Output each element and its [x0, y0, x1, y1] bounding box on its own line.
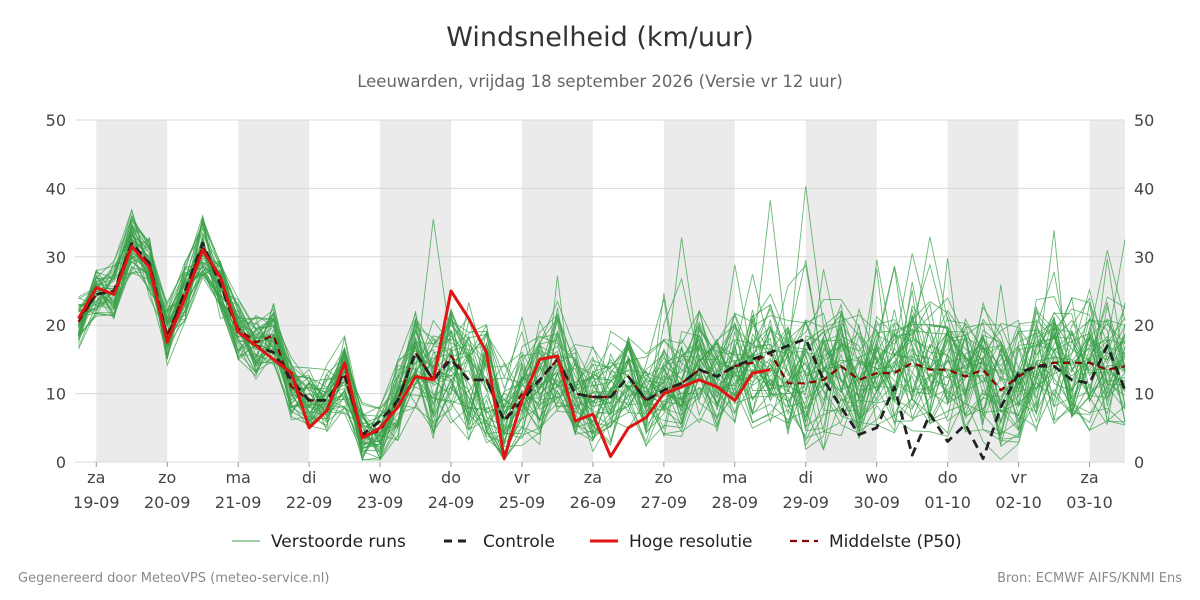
x-tick-day: za: [584, 468, 602, 487]
x-tick-date: 21-09: [215, 493, 262, 512]
footer-generator: Gegenereerd door MeteoVPS (meteo-service…: [18, 571, 330, 586]
x-tick-day: za: [1080, 468, 1098, 487]
weekend-band: [238, 120, 310, 462]
x-tick-date: 02-10: [995, 493, 1042, 512]
x-tick-date: 25-09: [499, 493, 546, 512]
high-res-line: [77, 245, 771, 461]
x-tick-date: 01-10: [924, 493, 971, 512]
x-tick-day: wo: [369, 468, 392, 487]
x-tick-date: 29-09: [782, 493, 829, 512]
x-tick-day: wo: [865, 468, 888, 487]
x-tick-date: 03-10: [1066, 493, 1113, 512]
x-tick-date: 23-09: [357, 493, 404, 512]
x-tick-day: do: [441, 468, 461, 487]
ensemble-member-line: [78, 224, 1126, 462]
x-tick-day: di: [798, 468, 813, 487]
legend-label: Verstoorde runs: [271, 532, 406, 552]
y-tick-label-left: 10: [46, 385, 66, 404]
ensemble-member-line: [78, 229, 1126, 454]
y-tick-label-left: 20: [46, 316, 66, 335]
ensemble-members: [78, 185, 1126, 462]
footer-source: Bron: ECMWF AIFS/KNMI Ens: [997, 571, 1182, 586]
x-tick-day: ma: [225, 468, 250, 487]
legend-label: Middelste (P50): [829, 532, 962, 552]
y-tick-label-left: 50: [46, 111, 66, 130]
y-tick-label-right: 10: [1134, 385, 1154, 404]
y-tick-label-right: 30: [1134, 248, 1154, 267]
x-tick-date: 30-09: [853, 493, 900, 512]
ensemble-member-line: [78, 254, 1126, 452]
legend-label: Controle: [483, 532, 555, 552]
x-tick-date: 24-09: [428, 493, 475, 512]
x-tick-day: vr: [1011, 468, 1027, 487]
y-tick-label-right: 0: [1134, 453, 1144, 472]
legend: Verstoorde runs Controle Hoge resolutie Mid…: [232, 532, 962, 552]
ensemble-member-line: [78, 234, 1126, 458]
y-tick-label-left: 30: [46, 248, 66, 267]
x-tick-date: 19-09: [73, 493, 120, 512]
x-tick-date: 26-09: [570, 493, 617, 512]
ensemble-member-line: [78, 230, 1126, 461]
chart-subtitle: Leeuwarden, vrijdag 18 september 2026 (V…: [357, 72, 843, 91]
x-tick-day: zo: [655, 468, 673, 487]
x-tick-date: 27-09: [641, 493, 688, 512]
x-tick-day: vr: [514, 468, 530, 487]
x-tick-day: di: [302, 468, 317, 487]
y-tick-label-right: 50: [1134, 111, 1154, 130]
x-tick-day: ma: [722, 468, 747, 487]
x-tick-day: do: [938, 468, 958, 487]
legend-label: Hoge resolutie: [629, 532, 753, 552]
y-tick-label-left: 40: [46, 179, 66, 198]
y-tick-label-right: 20: [1134, 316, 1154, 335]
x-tick-date: 20-09: [144, 493, 191, 512]
ensemble-member-line: [78, 226, 1126, 419]
x-tick-date: 22-09: [286, 493, 333, 512]
ensemble-member-line: [78, 240, 1126, 461]
x-tick-day: zo: [158, 468, 176, 487]
y-tick-label-right: 40: [1134, 179, 1154, 198]
ensemble-member-line: [78, 220, 1126, 448]
x-tick-date: 28-09: [712, 493, 759, 512]
y-tick-label-left: 0: [56, 453, 66, 472]
chart-title: Windsnelheid (km/uur): [446, 22, 754, 53]
x-tick-day: za: [87, 468, 105, 487]
